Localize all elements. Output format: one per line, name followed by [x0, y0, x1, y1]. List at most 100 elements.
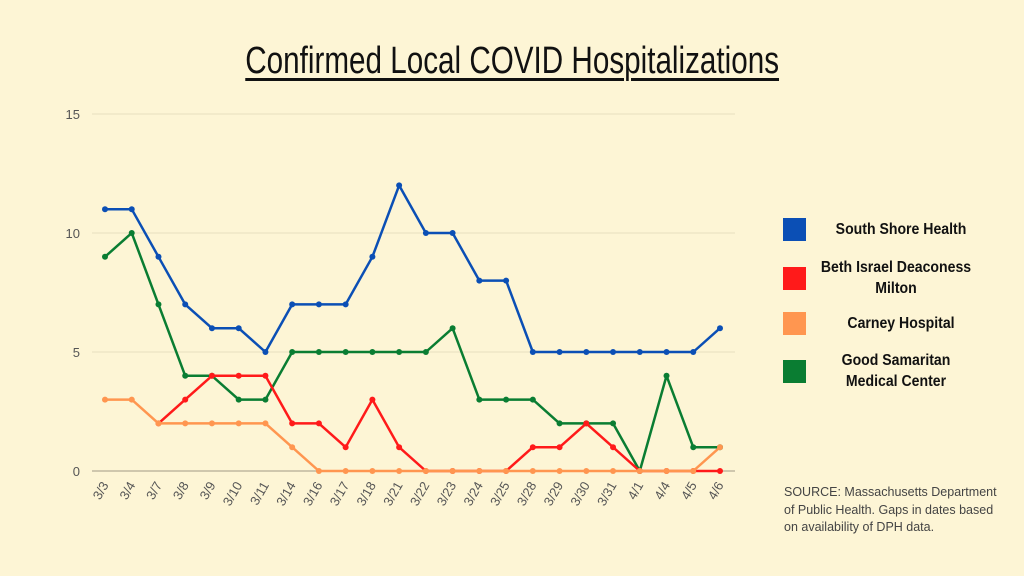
data-point	[717, 325, 723, 332]
data-point	[610, 420, 617, 427]
data-point	[396, 468, 403, 474]
data-point	[315, 420, 322, 427]
data-point	[422, 349, 429, 355]
data-point	[208, 325, 215, 332]
data-point	[235, 420, 242, 427]
data-point	[449, 230, 456, 236]
data-point	[422, 230, 429, 236]
data-point	[289, 444, 296, 451]
data-point	[583, 349, 590, 355]
data-point	[208, 372, 215, 379]
data-point	[476, 468, 483, 474]
data-point	[369, 468, 376, 474]
data-point	[342, 301, 349, 308]
data-point	[342, 444, 349, 451]
data-point	[289, 301, 296, 308]
legend-label: South Shore Health	[835, 221, 967, 238]
data-point	[529, 396, 536, 403]
data-point	[182, 420, 189, 427]
x-tick-label: 3/22	[407, 479, 433, 508]
data-point	[503, 277, 510, 284]
data-point	[690, 468, 697, 474]
data-point	[503, 396, 510, 403]
data-point	[717, 468, 723, 474]
data-point	[476, 277, 483, 284]
data-point	[690, 444, 697, 451]
legend-item-beth-israel: Beth Israel Deaconess Milton	[783, 257, 986, 299]
data-point	[663, 372, 670, 379]
x-tick-label: 3/30	[567, 479, 593, 508]
legend-item-south-shore: South Shore Health	[783, 218, 996, 241]
data-point	[315, 468, 322, 474]
y-tick-label: 5	[73, 345, 80, 360]
y-tick-label: 0	[73, 464, 80, 479]
chart-title-text: Confirmed Local COVID Hospitalizations	[245, 40, 779, 82]
x-tick-label: 3/7	[143, 479, 165, 502]
legend-swatch	[783, 312, 806, 335]
legend-item-carney: Carney Hospital	[783, 312, 996, 335]
data-point	[583, 468, 590, 474]
data-point	[155, 420, 162, 427]
x-tick-label: 3/17	[327, 479, 353, 508]
data-point	[369, 253, 376, 260]
legend-label: Beth Israel Deaconess Milton	[820, 259, 972, 297]
x-tick-label: 4/5	[678, 479, 700, 502]
data-point	[262, 396, 269, 403]
x-tick-label: 3/11	[247, 479, 272, 508]
legend-item-good-samaritan: Good Samaritan Medical Center	[783, 350, 986, 392]
data-point	[717, 444, 723, 451]
legend-swatch	[783, 359, 806, 383]
data-point	[262, 372, 269, 379]
series-line-carney-hospital	[105, 398, 721, 473]
x-tick-label: 3/16	[300, 479, 326, 508]
data-point	[315, 301, 322, 308]
data-point	[556, 468, 563, 474]
data-point	[663, 349, 670, 355]
x-tick-label: 3/8	[170, 479, 192, 502]
data-point	[610, 468, 617, 474]
x-tick-label: 3/9	[197, 479, 219, 502]
x-tick-label: 4/1	[624, 479, 646, 502]
series-line-good-samaritan-medical-center	[104, 231, 720, 473]
data-point	[690, 349, 697, 355]
chart-title: Confirmed Local COVID Hospitalizations	[0, 40, 1024, 83]
data-point	[128, 396, 135, 403]
y-tick-label: 10	[66, 226, 80, 241]
data-point	[182, 372, 189, 379]
x-tick-label: 4/6	[705, 479, 727, 502]
legend-label: Good Samaritan Medical Center	[841, 352, 951, 390]
data-point	[636, 468, 643, 474]
x-tick-label: 3/29	[541, 479, 567, 508]
x-tick-label: 3/31	[594, 479, 620, 508]
data-point	[503, 468, 510, 474]
data-point	[102, 396, 108, 403]
x-tick-label: 4/4	[651, 479, 673, 502]
data-point	[663, 468, 670, 474]
data-point	[556, 349, 563, 355]
data-point	[369, 349, 376, 355]
legend-label: Carney Hospital	[847, 315, 955, 332]
x-tick-label: 3/14	[273, 479, 299, 508]
data-point	[208, 420, 215, 427]
data-point	[262, 349, 269, 355]
legend-swatch	[783, 266, 806, 290]
data-point	[610, 349, 617, 355]
legend-swatch	[783, 218, 806, 241]
data-point	[262, 420, 269, 427]
data-point	[235, 372, 242, 379]
x-tick-label: 3/4	[116, 479, 138, 502]
data-point	[235, 396, 242, 403]
data-point	[556, 420, 563, 427]
data-point	[128, 206, 135, 213]
data-point	[449, 325, 456, 332]
data-point	[529, 349, 536, 355]
x-tick-label: 3/3	[90, 479, 112, 502]
data-point	[235, 325, 242, 332]
data-point	[182, 396, 189, 403]
x-tick-label: 3/28	[514, 479, 540, 508]
data-point	[396, 444, 403, 451]
data-point	[342, 349, 349, 355]
data-point	[396, 349, 403, 355]
x-tick-label: 3/18	[353, 479, 379, 508]
